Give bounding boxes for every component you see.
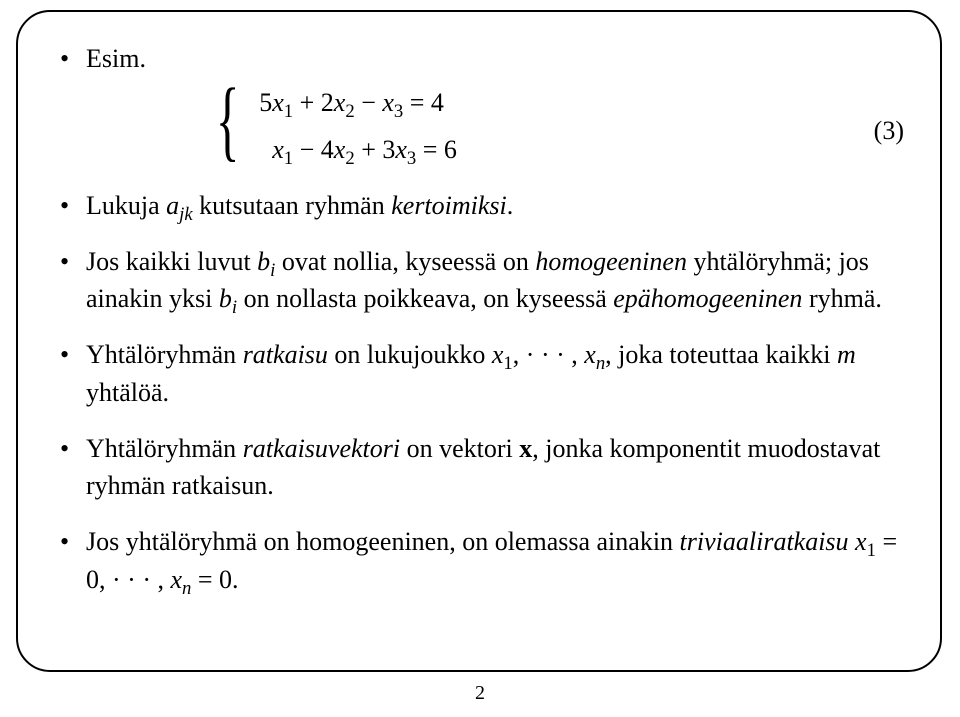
eq1-s1: 1: [284, 101, 293, 122]
eq2-rhs: = 6: [416, 135, 457, 164]
b3-sn: n: [596, 353, 605, 374]
equation-number: (3): [874, 112, 904, 150]
eq1-x2: x: [334, 88, 346, 117]
eq2-s1: 1: [284, 149, 293, 170]
eq1-x3: x: [382, 88, 394, 117]
b5-a: Jos yhtälöryhmä on homogeeninen, on olem…: [86, 527, 680, 556]
b3-m: m: [837, 340, 856, 369]
b2-d: on nollasta poikkeava, on kyseessä: [237, 284, 613, 313]
bullet-ratkaisu: Yhtälöryhmän ratkaisu on lukujoukko x1, …: [60, 336, 898, 411]
bullet-triviaali: Jos yhtälöryhmä on homogeeninen, on olem…: [60, 523, 898, 598]
bullet-list: Esim. { 5x1 + 2x2 − x3 = 4 5x1 − 4x2 + 3…: [60, 40, 898, 598]
b3-x1: x: [492, 340, 504, 369]
bullet-esim: Esim. { 5x1 + 2x2 − x3 = 4 5x1 − 4x2 + 3…: [60, 40, 898, 169]
b3-xn: x: [584, 340, 596, 369]
eq2-x2: x: [334, 135, 346, 164]
b4-a: Yhtälöryhmän: [86, 434, 243, 463]
b1-pre: Lukuja: [86, 191, 166, 220]
b2-b: ovat nollia, kyseessä on: [275, 247, 535, 276]
b3-b: on lukujoukko: [328, 340, 492, 369]
eq1-x1: x: [272, 88, 284, 117]
b1-sub: jk: [179, 204, 193, 225]
equation-lines: 5x1 + 2x2 − x3 = 4 5x1 − 4x2 + 3x3 = 6: [259, 84, 457, 169]
page-frame: Esim. { 5x1 + 2x2 − x3 = 4 5x1 − 4x2 + 3…: [16, 10, 942, 672]
b2-ital2: epähomogeeninen: [613, 284, 802, 313]
eq1-rhs: = 4: [403, 88, 444, 117]
b5-s1: 1: [867, 540, 876, 561]
b2-a: Jos kaikki luvut: [86, 247, 257, 276]
page-number: 2: [0, 682, 960, 705]
b4-vec: x: [519, 434, 532, 463]
equation-line-1: 5x1 + 2x2 − x3 = 4: [259, 84, 457, 122]
b3-d: yhtälöä.: [86, 378, 169, 407]
b3-ital: ratkaisu: [243, 340, 328, 369]
b4-ital: ratkaisuvektori: [243, 434, 400, 463]
eq2-plus: + 3: [355, 135, 396, 164]
b3-a: Yhtälöryhmän: [86, 340, 243, 369]
equation-system: { 5x1 + 2x2 − x3 = 4 5x1 − 4x2 + 3x3 = 6…: [206, 84, 898, 169]
b3-c: , joka toteuttaa kaikki: [605, 340, 837, 369]
esim-label: Esim.: [86, 44, 146, 73]
b5-xn: x: [170, 565, 182, 594]
b5-x1: x: [855, 527, 867, 556]
bullet-ratkaisuvektori: Yhtälöryhmän ratkaisuvektori on vektori …: [60, 430, 898, 505]
b1-end: .: [507, 191, 514, 220]
eq1-plus: + 2: [293, 88, 334, 117]
content-area: Esim. { 5x1 + 2x2 − x3 = 4 5x1 − 4x2 + 3…: [60, 40, 898, 598]
b5-ital: triviaaliratkaisu: [680, 527, 849, 556]
b3-s1: 1: [503, 353, 512, 374]
left-brace-icon: {: [216, 80, 240, 161]
bullet-kertoimiksi: Lukuja ajk kutsutaan ryhmän kertoimiksi.: [60, 187, 898, 225]
eq2-s3: 3: [407, 149, 416, 170]
b4-b: on vektori: [400, 434, 519, 463]
b5-eq2: = 0.: [191, 565, 238, 594]
bullet-homogeeninen: Jos kaikki luvut bi ovat nollia, kyseess…: [60, 243, 898, 318]
b2-var2: b: [219, 284, 232, 313]
eq2-minus: − 4: [293, 135, 334, 164]
b1-post: kutsutaan ryhmän: [193, 191, 392, 220]
b5-sn: n: [182, 578, 191, 599]
eq2-s2: 2: [345, 149, 354, 170]
eq2-x1: x: [272, 135, 284, 164]
equation-line-2: 5x1 − 4x2 + 3x3 = 6: [259, 131, 457, 169]
b2-e: ryhmä.: [802, 284, 881, 313]
eq1-coef1: 5: [259, 88, 272, 117]
eq1-minus: −: [355, 88, 383, 117]
eq1-s2: 2: [345, 101, 354, 122]
b3-dots: , · · · ,: [513, 340, 584, 369]
eq1-s3: 3: [394, 101, 403, 122]
b2-var1: b: [257, 247, 270, 276]
b1-var: a: [166, 191, 179, 220]
b2-ital1: homogeeninen: [535, 247, 687, 276]
b1-ital: kertoimiksi: [391, 191, 507, 220]
eq2-x3: x: [395, 135, 407, 164]
